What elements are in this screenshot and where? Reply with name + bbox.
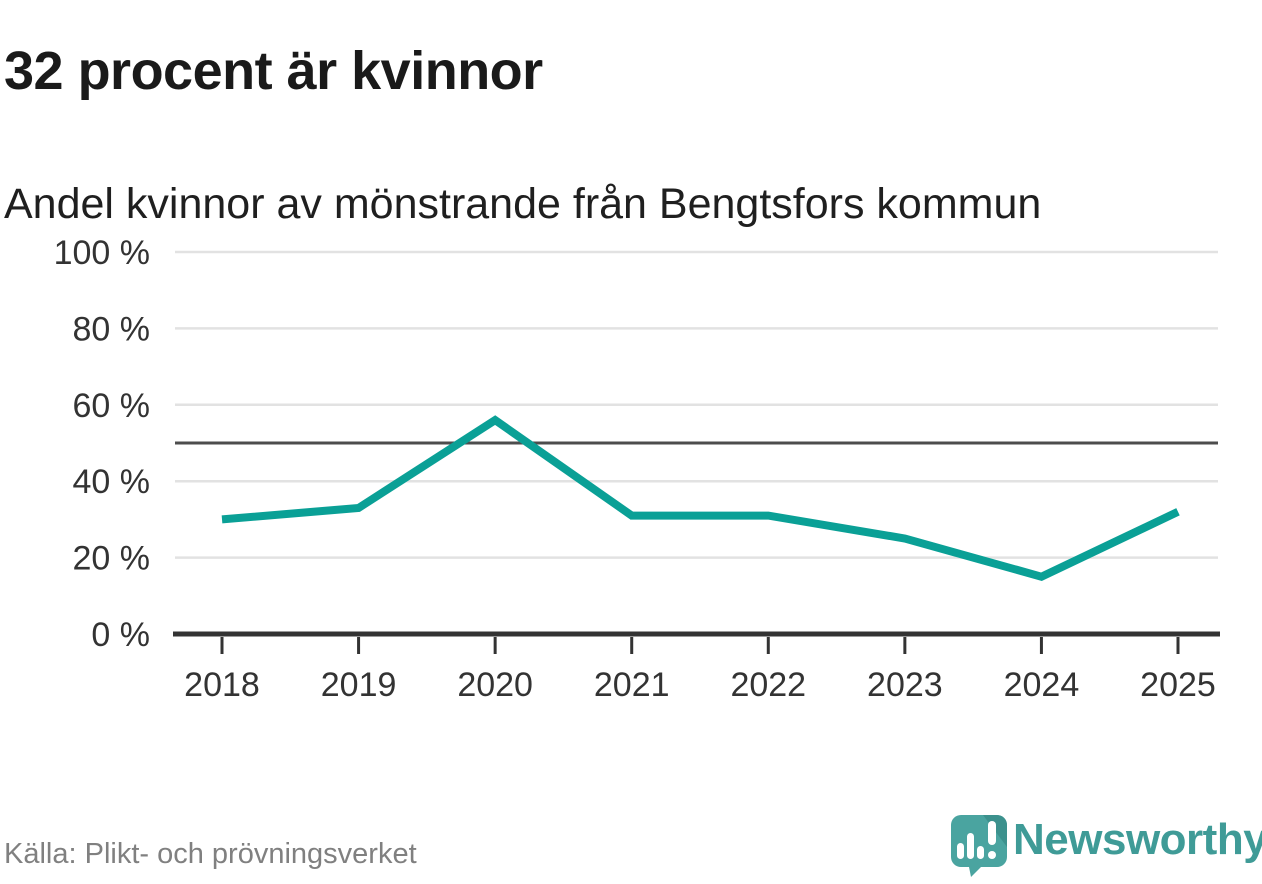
x-tick-label: 2020 [457, 666, 533, 704]
x-tick-label: 2022 [730, 666, 806, 704]
y-tick-label: 40 % [73, 463, 151, 501]
y-tick-label: 0 % [91, 616, 150, 654]
logo-bar-1 [957, 843, 964, 859]
y-tick-label: 60 % [73, 387, 151, 425]
chart-title: 32 procent är kvinnor [4, 41, 543, 102]
x-tick-label: 2018 [184, 666, 260, 704]
newsworthy-logo [945, 811, 1011, 877]
logo-exclamation-bar [988, 821, 996, 845]
x-tick-label: 2021 [594, 666, 670, 704]
x-tick-label: 2019 [321, 666, 397, 704]
x-tick-label: 2025 [1140, 666, 1216, 704]
y-tick-label: 20 % [73, 540, 151, 578]
data-line [221, 415, 1180, 581]
y-tick-label: 100 % [54, 234, 150, 272]
logo-bar-3 [977, 846, 984, 859]
x-tick-label: 2024 [1004, 666, 1080, 704]
logo-bar-2 [967, 833, 974, 859]
source-text: Källa: Plikt- och prövningsverket [4, 838, 417, 870]
x-tick-label: 2023 [867, 666, 943, 704]
newsworthy-logo-icon [951, 815, 1007, 877]
chart-subtitle: Andel kvinnor av mönstrande från Bengtsf… [4, 179, 1042, 228]
logo-exclamation-dot [988, 851, 996, 859]
newsworthy-wordmark: Newsworthy [1013, 815, 1262, 864]
y-tick-label: 80 % [73, 310, 151, 348]
